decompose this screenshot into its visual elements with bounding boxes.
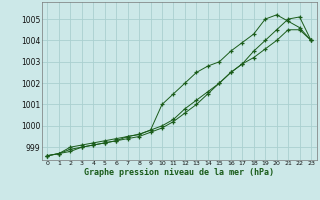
X-axis label: Graphe pression niveau de la mer (hPa): Graphe pression niveau de la mer (hPa) (84, 168, 274, 177)
